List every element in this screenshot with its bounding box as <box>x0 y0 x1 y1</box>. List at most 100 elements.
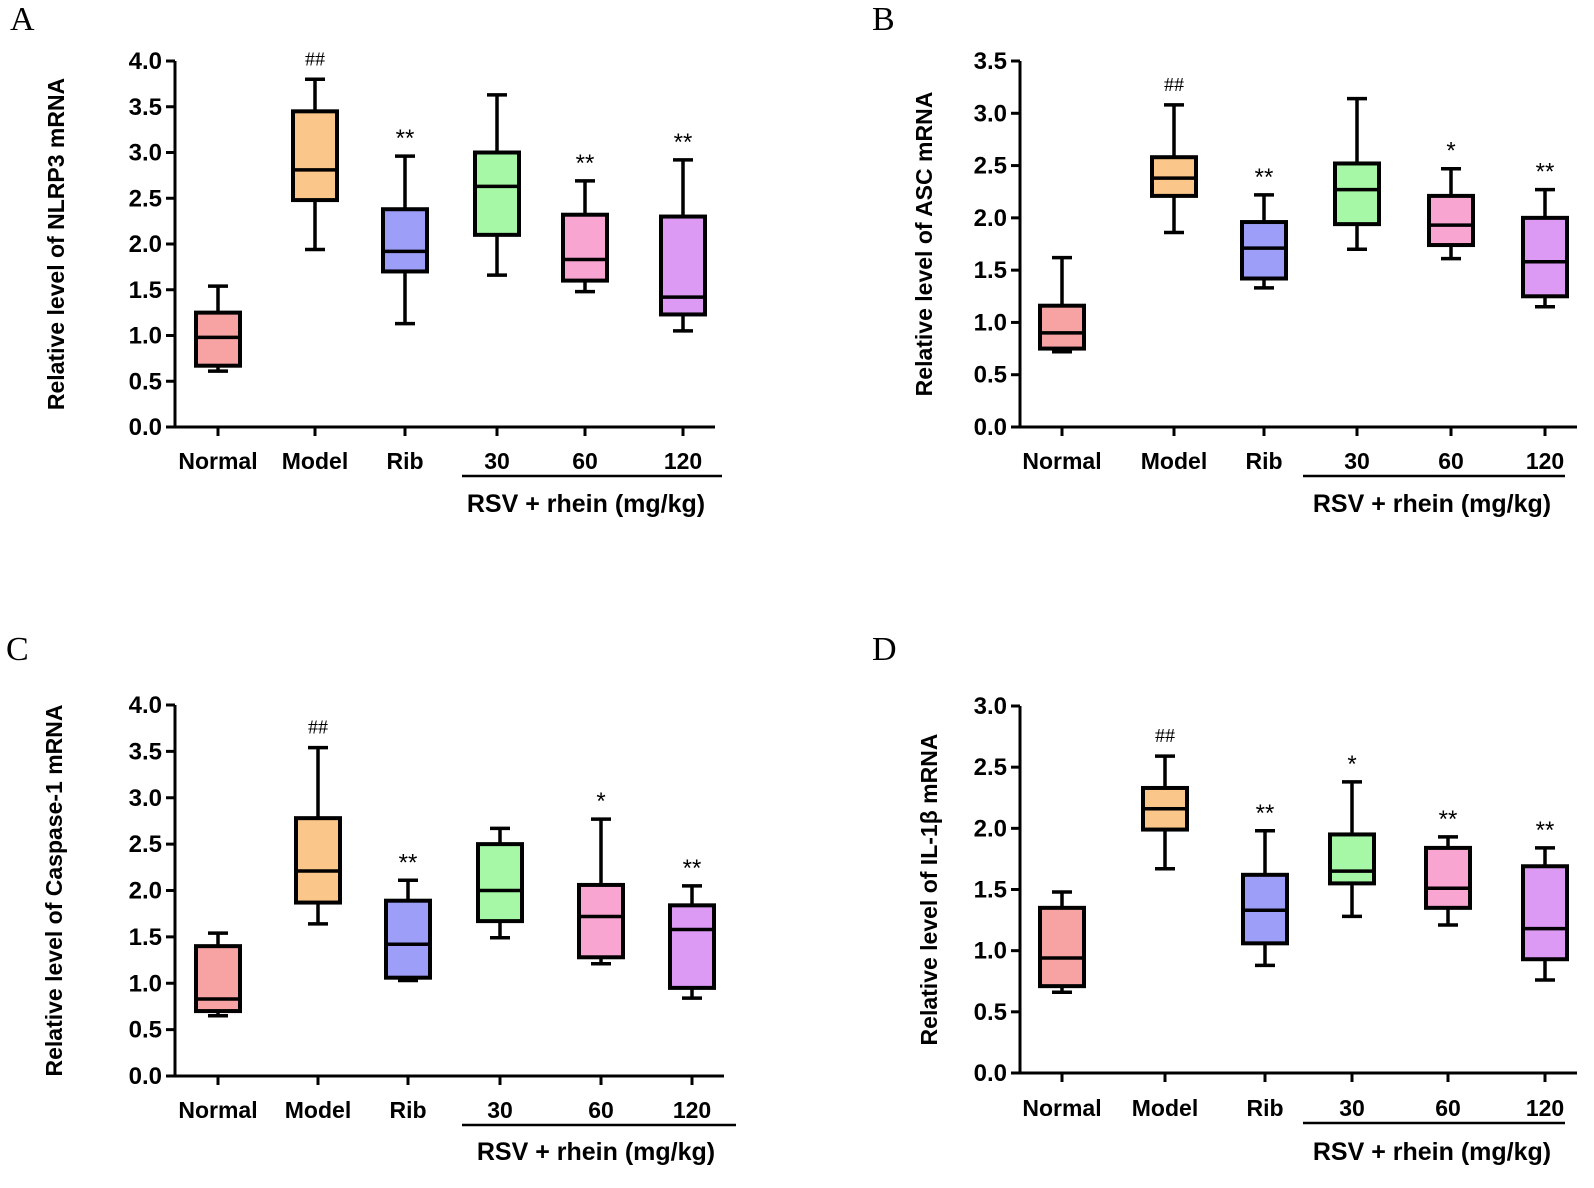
box-rib: Rib ** <box>381 125 429 474</box>
box-body <box>1424 845 1472 910</box>
significance-marker: ** <box>674 129 693 156</box>
category-label: Normal <box>1022 1095 1101 1121</box>
category-label: 60 <box>588 1097 614 1123</box>
box-body <box>1328 832 1376 886</box>
box-120: 120 ** <box>1521 159 1569 474</box>
y-tick-label: 0.5 <box>129 1017 162 1044</box>
y-tick-label: 4.0 <box>129 692 162 719</box>
y-tick-label: 2.0 <box>974 205 1007 232</box>
category-label: 30 <box>484 448 510 474</box>
significance-marker: ** <box>396 125 415 152</box>
box-120: 120 ** <box>1521 817 1569 1121</box>
significance-marker: ** <box>399 849 418 876</box>
box-body <box>291 109 339 203</box>
category-label: Rib <box>1245 448 1282 474</box>
category-label: 120 <box>1526 1095 1564 1121</box>
y-tick-label: 0.0 <box>974 414 1007 441</box>
box-body <box>473 150 521 237</box>
box-60: 60 ** <box>1424 806 1472 1121</box>
significance-marker: ## <box>1164 74 1184 96</box>
box-model: Model ## <box>282 48 348 474</box>
y-tick-label: 0.5 <box>129 368 162 395</box>
significance-marker: ## <box>305 48 325 70</box>
box-body <box>1038 905 1086 989</box>
y-tick-label: 2.0 <box>974 815 1007 842</box>
y-tick-label: 1.5 <box>129 924 162 951</box>
y-tick-label: 3.5 <box>974 48 1007 75</box>
y-axis-label: Relative level of NLRP3 mRNA <box>43 78 69 410</box>
y-tick-label: 3.0 <box>129 785 162 812</box>
category-label: 30 <box>487 1097 513 1123</box>
y-tick-label: 2.5 <box>129 831 162 858</box>
panel-letter: B <box>872 1 895 38</box>
significance-marker: ** <box>576 150 595 177</box>
panel-a: A Relative level of NLRP3 mRNA 0.0 0.5 1.0 1.… <box>10 1 722 518</box>
box-normal: Normal <box>1022 255 1102 474</box>
category-label: Model <box>285 1097 351 1123</box>
significance-marker: ** <box>1536 159 1555 186</box>
y-tick-label: 0.0 <box>129 414 162 441</box>
significance-marker: ** <box>683 855 702 882</box>
box-rib: Rib ** <box>1241 800 1289 1121</box>
category-label: Model <box>1132 1095 1198 1121</box>
y-tick-label: 0.5 <box>974 999 1007 1026</box>
y-tick-label: 3.5 <box>129 738 162 765</box>
significance-marker: * <box>596 788 605 815</box>
y-tick-label: 0.0 <box>129 1063 162 1090</box>
box-body <box>1333 161 1381 227</box>
significance-marker: ** <box>1256 800 1275 827</box>
box-body <box>1521 215 1569 299</box>
y-tick-label: 0.5 <box>974 362 1007 389</box>
y-tick-label: 3.0 <box>974 100 1007 127</box>
panel-c: C Relative level of Caspase-1 mRNA 0.0 0.5 1… <box>6 631 736 1166</box>
category-label: 60 <box>572 448 598 474</box>
y-tick-label: 2.5 <box>129 185 162 212</box>
y-tick-label: 2.0 <box>129 878 162 905</box>
category-label: Model <box>282 448 348 474</box>
category-label: Rib <box>1246 1095 1283 1121</box>
group-label: RSV + rhein (mg/kg) <box>1313 490 1551 518</box>
y-axis-label: Relative level of IL-1β mRNA <box>916 734 942 1046</box>
category-label: 30 <box>1344 448 1370 474</box>
significance-marker: * <box>1347 751 1356 778</box>
box-body <box>659 214 707 317</box>
panel-letter: A <box>10 1 35 38</box>
significance-marker: * <box>1446 138 1455 165</box>
box-30: 30 <box>476 826 524 1123</box>
panel-letter: D <box>872 631 897 668</box>
box-normal: Normal <box>178 284 258 474</box>
box-body <box>1521 864 1569 962</box>
panel-letter: C <box>6 631 29 668</box>
significance-marker: ## <box>1155 725 1175 747</box>
box-body <box>1240 220 1288 281</box>
y-tick-label: 0.0 <box>974 1060 1007 1087</box>
category-label: 60 <box>1438 448 1464 474</box>
box-model: Model ## <box>1132 725 1198 1121</box>
box-body <box>668 903 716 990</box>
box-120: 120 ** <box>668 855 716 1123</box>
group-label: RSV + rhein (mg/kg) <box>477 1138 715 1166</box>
y-tick-label: 1.5 <box>974 877 1007 904</box>
box-body <box>384 898 432 980</box>
category-label: Rib <box>386 448 423 474</box>
box-body <box>194 310 242 368</box>
box-body <box>1038 303 1086 351</box>
y-tick-label: 3.0 <box>974 693 1007 720</box>
box-normal: Normal <box>178 931 258 1123</box>
box-model: Model ## <box>1141 74 1207 474</box>
significance-marker: ** <box>1536 817 1555 844</box>
y-tick-label: 3.0 <box>129 140 162 167</box>
y-tick-label: 2.5 <box>974 153 1007 180</box>
box-body <box>1427 193 1475 248</box>
y-tick-label: 2.5 <box>974 754 1007 781</box>
y-tick-label: 1.5 <box>129 277 162 304</box>
category-label: Normal <box>178 1097 257 1123</box>
category-label: 120 <box>664 448 702 474</box>
box-60: 60 * <box>577 788 625 1123</box>
box-normal: Normal <box>1022 890 1102 1121</box>
category-label: Rib <box>389 1097 426 1123</box>
box-body <box>476 842 524 924</box>
y-tick-label: 1.0 <box>974 938 1007 965</box>
box-model: Model ## <box>285 717 351 1123</box>
